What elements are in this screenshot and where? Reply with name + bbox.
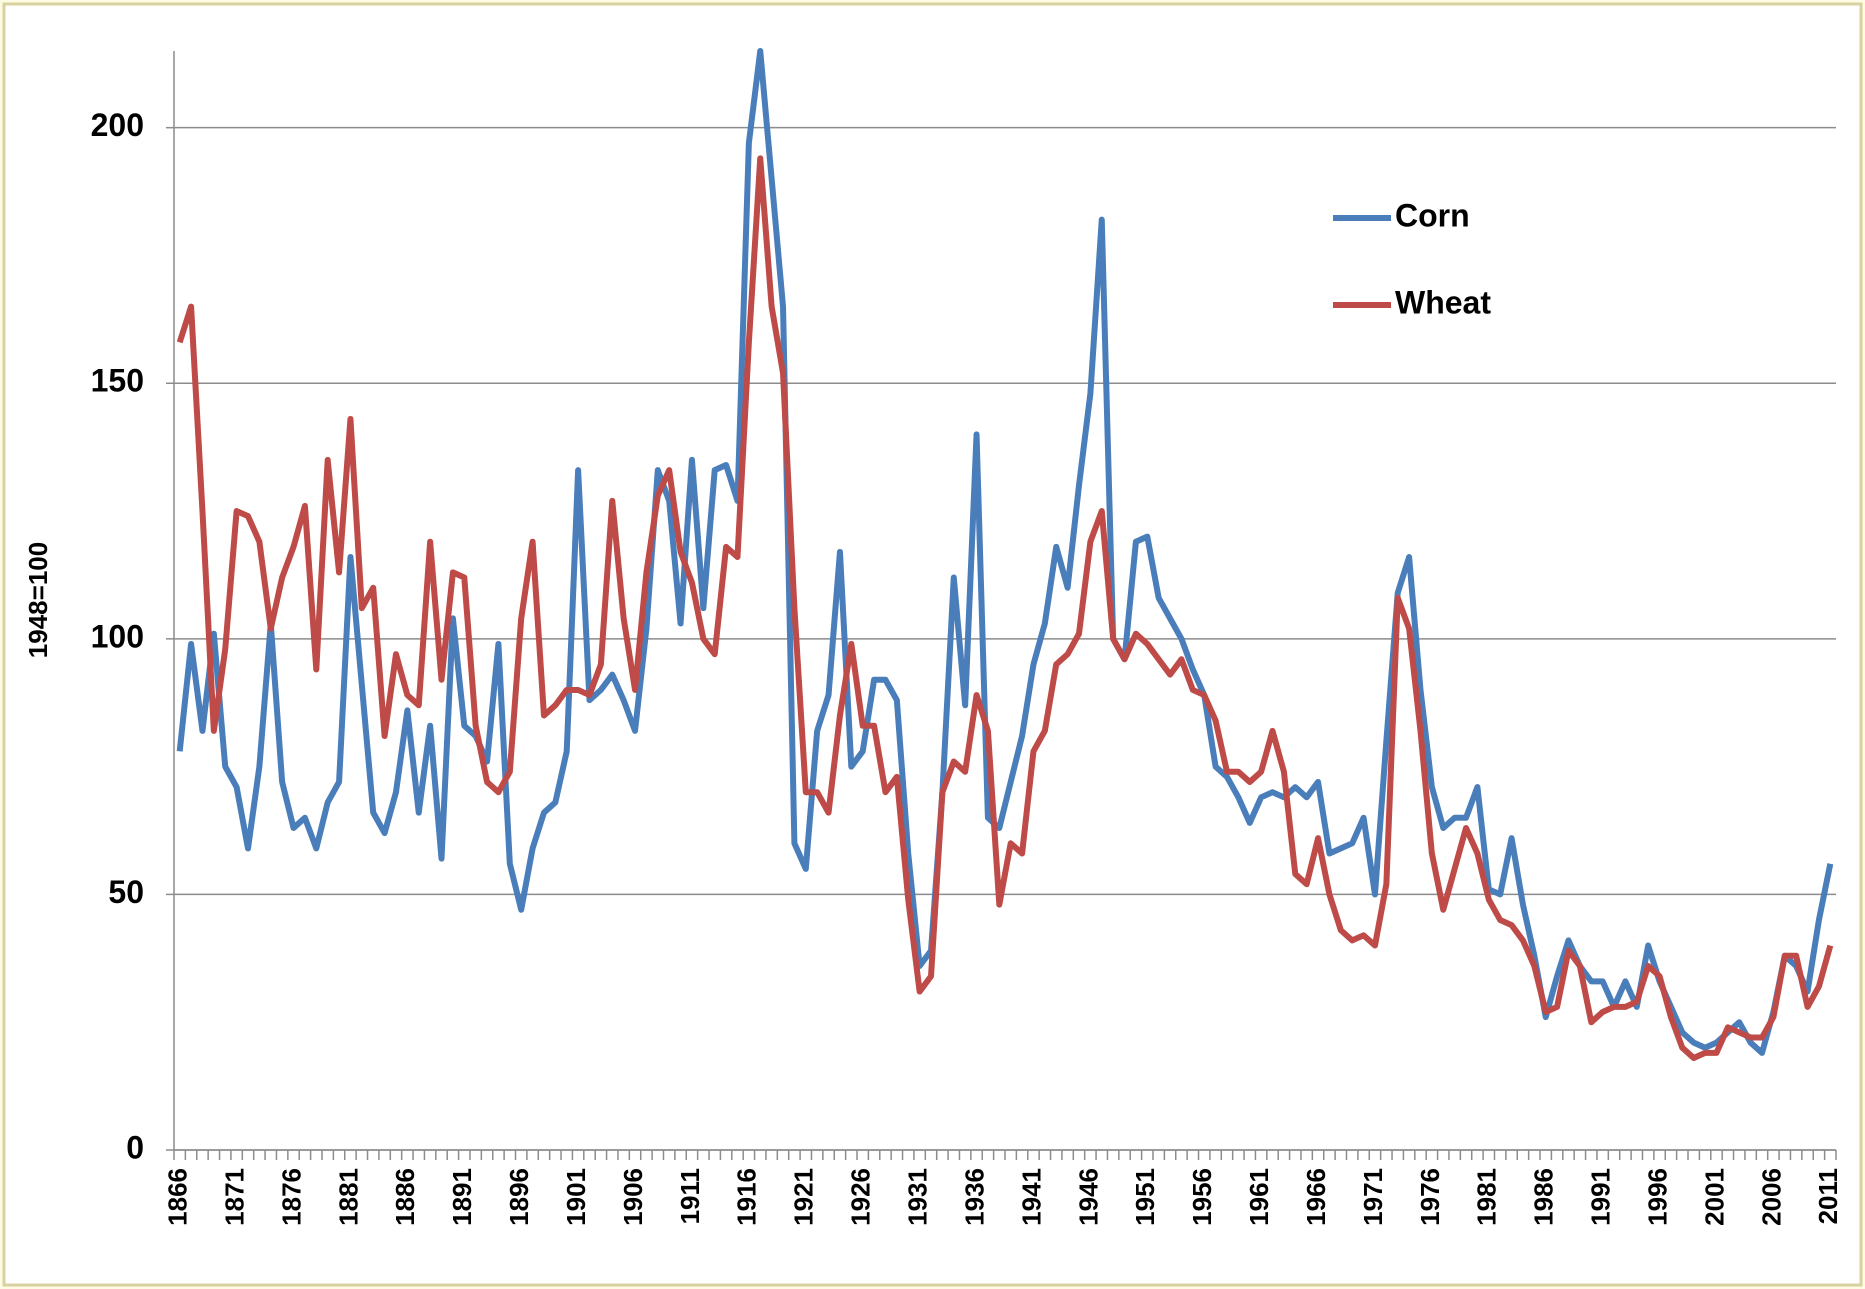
x-tick-label: 1901	[561, 1168, 591, 1226]
x-tick-label: 1946	[1073, 1168, 1103, 1226]
x-tick-label: 1991	[1586, 1168, 1616, 1226]
x-tick-label: 1871	[219, 1168, 249, 1226]
x-tick-label: 1906	[618, 1168, 648, 1226]
y-tick-label: 100	[91, 618, 144, 654]
line-series	[176, 48, 1834, 1056]
x-tick-label: 1941	[1016, 1168, 1046, 1226]
x-tick-label: 1891	[447, 1168, 477, 1226]
x-tick-label: 1951	[1130, 1168, 1160, 1226]
y-tick-label: 150	[91, 363, 144, 399]
x-tick-label: 1921	[789, 1168, 819, 1226]
y-tick-label: 200	[91, 107, 144, 143]
x-tick-label: 2001	[1699, 1168, 1729, 1226]
x-tick-label: 1986	[1529, 1168, 1559, 1226]
x-tick-label: 1876	[276, 1168, 306, 1226]
x-tick-label: 1926	[846, 1168, 876, 1226]
x-tick-label: 1961	[1244, 1168, 1274, 1226]
x-tick-label: 1931	[902, 1168, 932, 1226]
x-tick-label: 2011	[1813, 1168, 1843, 1224]
x-tick-label: 1911	[675, 1168, 705, 1224]
legend-label: Wheat	[1395, 284, 1491, 320]
x-tick-label: 1996	[1642, 1168, 1672, 1226]
y-axis-label: 1948=100	[23, 542, 53, 658]
line-series	[176, 155, 1834, 1061]
x-tick-label: 1981	[1472, 1168, 1502, 1226]
x-tick-label: 1956	[1187, 1168, 1217, 1226]
x-tick-label: 1936	[959, 1168, 989, 1226]
x-tick-label: 1966	[1301, 1168, 1331, 1226]
x-tick-label: 1886	[390, 1168, 420, 1226]
legend-label: Corn	[1395, 197, 1470, 233]
x-tick-label: 1881	[333, 1168, 363, 1226]
x-tick-label: 1896	[504, 1168, 534, 1226]
x-tick-label: 1866	[163, 1168, 193, 1226]
y-tick-label: 50	[108, 874, 144, 910]
x-tick-label: 1976	[1415, 1168, 1445, 1226]
x-tick-label: 1916	[732, 1168, 762, 1226]
y-tick-label: 0	[126, 1129, 144, 1165]
x-tick-label: 1971	[1358, 1168, 1388, 1226]
x-tick-label: 2006	[1756, 1168, 1786, 1226]
